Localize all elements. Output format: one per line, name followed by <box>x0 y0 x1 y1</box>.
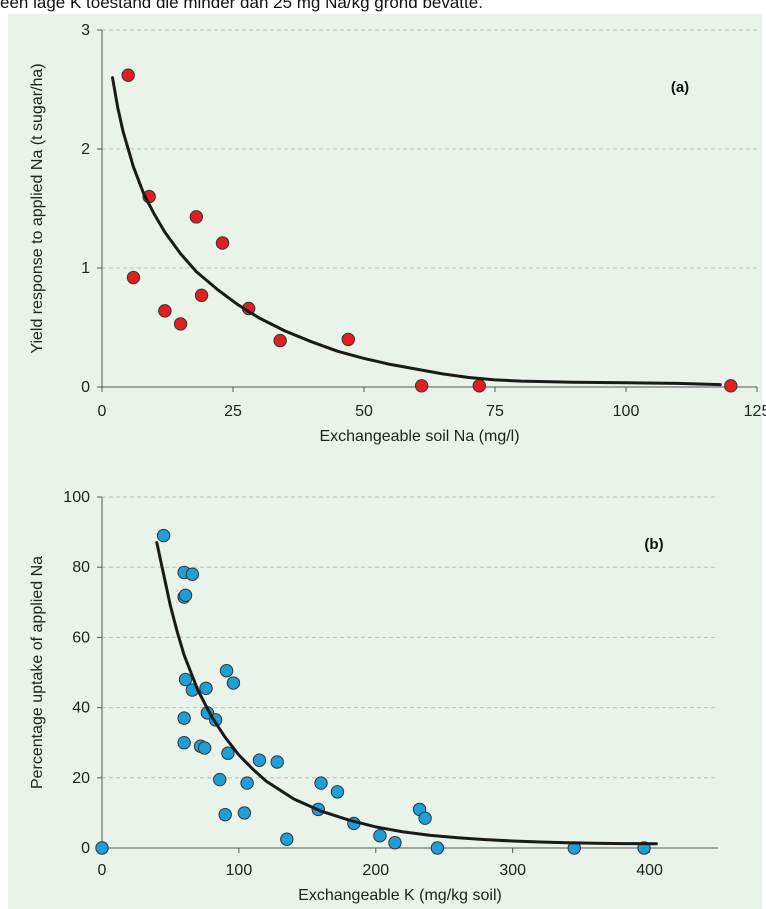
data-point-a <box>126 270 141 285</box>
y-axis-title-b: Percentage uptake of applied Na <box>29 556 46 789</box>
x-tick-label-a: 75 <box>486 403 504 420</box>
data-point-b <box>177 736 191 750</box>
x-tick-label-b: 300 <box>499 862 526 879</box>
data-point-b <box>178 588 193 602</box>
data-point-a <box>173 317 188 331</box>
data-point-b <box>219 664 234 678</box>
fit-curve-a <box>111 76 722 387</box>
data-point-b <box>330 785 345 799</box>
data-point-b <box>280 832 294 846</box>
data-point-b <box>270 755 284 769</box>
y-axis-title-a: Yield response to applied Na (t sugar/ha… <box>29 63 46 353</box>
y-tick-label-a: 2 <box>81 141 90 158</box>
x-tick-label-a: 125 <box>744 403 766 420</box>
panel-label-a: (a) <box>671 79 689 96</box>
data-point-b <box>418 811 432 825</box>
data-point-b <box>199 681 213 695</box>
x-tick-label-a: 100 <box>613 403 640 420</box>
data-point-b <box>237 806 252 820</box>
data-point-a <box>189 210 204 224</box>
panel-label-b: (b) <box>644 536 663 553</box>
x-tick-label-b: 400 <box>636 862 663 879</box>
data-point-a <box>158 304 172 318</box>
data-point-b <box>177 711 191 725</box>
y-tick-label-b: 100 <box>63 489 90 506</box>
data-point-a <box>215 236 230 250</box>
y-tick-label-a: 3 <box>81 22 90 39</box>
data-point-b <box>218 807 232 822</box>
data-point-b <box>156 528 171 543</box>
data-point-b <box>221 746 235 760</box>
data-point-b <box>252 753 267 767</box>
x-tick-label-b: 0 <box>98 862 107 879</box>
data-point-b <box>213 772 227 787</box>
data-point-b <box>197 741 212 755</box>
header-text: een lage K toestand die minder dan 25 mg… <box>0 0 483 12</box>
x-tick-label-a: 0 <box>98 403 107 420</box>
fit-curve-b <box>155 541 658 846</box>
data-point-a <box>273 333 287 348</box>
y-tick-label-b: 60 <box>72 629 90 646</box>
y-tick-label-b: 80 <box>72 559 90 576</box>
x-tick-label-b: 200 <box>362 862 389 879</box>
y-tick-label-b: 0 <box>81 840 90 857</box>
x-tick-label-a: 25 <box>224 403 242 420</box>
data-point-b <box>388 836 402 850</box>
x-tick-label-b: 100 <box>226 862 253 879</box>
data-point-b <box>185 567 200 581</box>
data-point-a <box>414 379 429 393</box>
data-point-a <box>194 288 209 303</box>
data-point-a <box>121 68 135 82</box>
data-point-a <box>724 379 738 393</box>
data-point-a <box>341 332 355 347</box>
y-tick-label-b: 40 <box>72 700 90 717</box>
data-point-b <box>314 776 328 790</box>
x-axis-title-a: Exchangeable soil Na (mg/l) <box>319 428 519 445</box>
data-point-b <box>226 676 241 690</box>
data-point-b <box>430 841 445 855</box>
y-tick-label-a: 0 <box>81 379 90 396</box>
data-point-b <box>240 776 254 790</box>
data-point-a <box>472 379 486 393</box>
data-point-b <box>373 829 387 843</box>
data-point-b <box>95 841 109 855</box>
x-tick-label-a: 50 <box>355 403 373 420</box>
y-tick-label-b: 20 <box>72 770 90 787</box>
y-tick-label-a: 1 <box>81 260 90 277</box>
x-axis-title-b: Exchangeable K (mg/kg soil) <box>298 887 502 904</box>
data-point-b <box>178 672 193 687</box>
